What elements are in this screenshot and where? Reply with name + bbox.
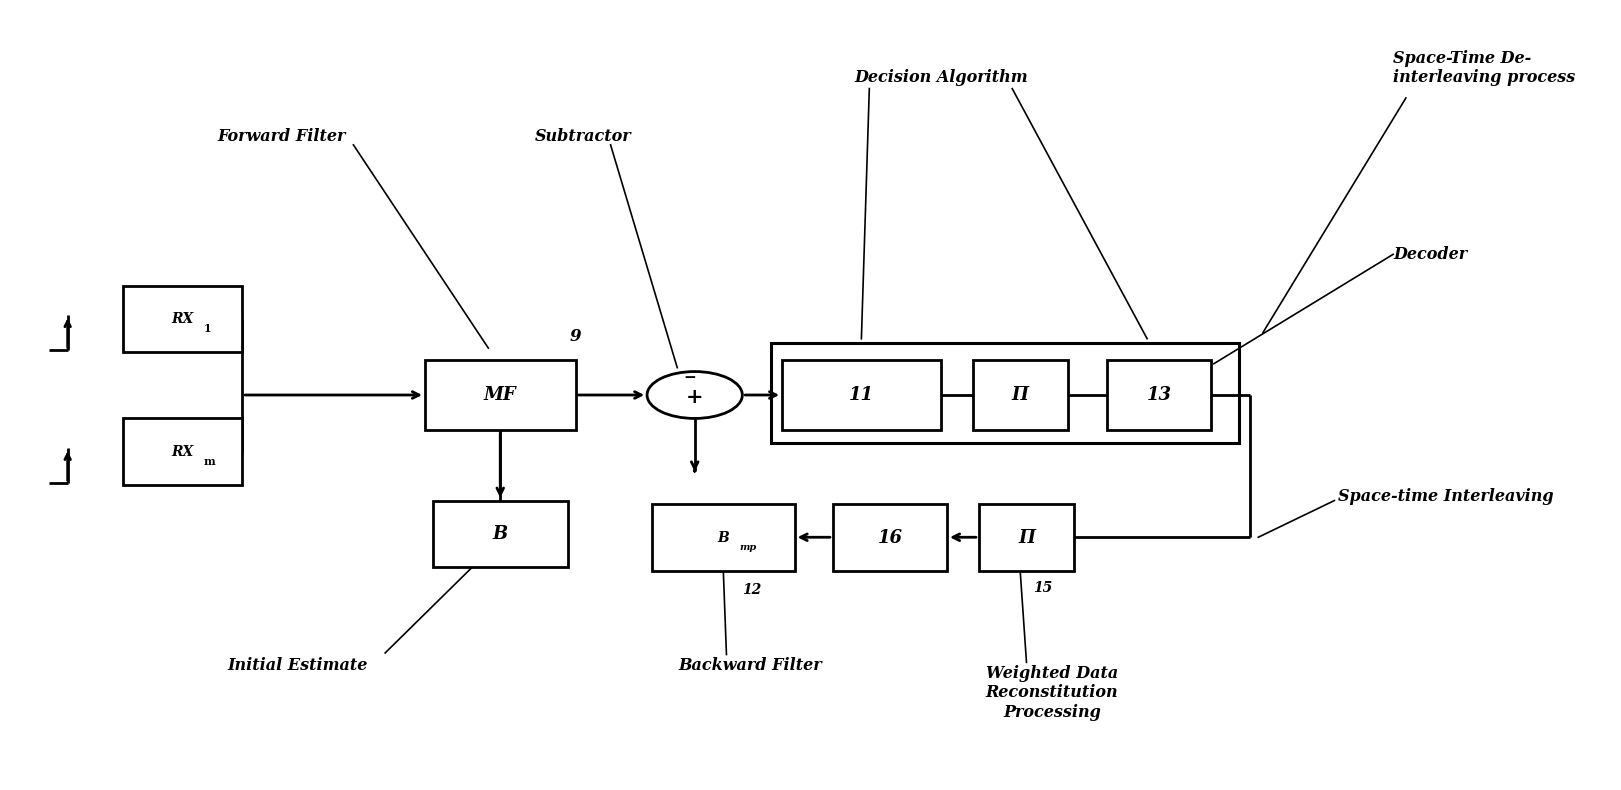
Text: Π: Π [1018, 529, 1034, 547]
Text: 13: 13 [1146, 386, 1172, 404]
Text: Π: Π [1012, 386, 1029, 404]
Text: mp: mp [739, 543, 757, 551]
Text: Space-Time De-
interleaving process: Space-Time De- interleaving process [1392, 50, 1576, 86]
Text: +: + [686, 386, 704, 407]
FancyBboxPatch shape [1107, 359, 1211, 431]
Text: 1: 1 [203, 322, 211, 333]
FancyBboxPatch shape [781, 359, 940, 431]
Circle shape [647, 371, 742, 419]
FancyBboxPatch shape [973, 359, 1068, 431]
Text: Backward Filter: Backward Filter [679, 656, 822, 674]
FancyBboxPatch shape [425, 359, 575, 431]
Text: Weighted Data
Reconstitution
Processing: Weighted Data Reconstitution Processing [986, 664, 1118, 720]
Text: B: B [493, 525, 507, 543]
Text: MF: MF [485, 386, 517, 404]
Text: Decoder: Decoder [1392, 246, 1467, 263]
Text: RX: RX [172, 312, 195, 325]
Text: Decision Algorithm: Decision Algorithm [854, 70, 1028, 86]
Text: 9: 9 [571, 328, 582, 345]
FancyBboxPatch shape [979, 505, 1075, 571]
FancyBboxPatch shape [123, 419, 242, 485]
Text: Initial Estimate: Initial Estimate [227, 656, 368, 674]
Text: 11: 11 [849, 386, 874, 404]
Text: m: m [203, 456, 216, 467]
Text: 16: 16 [877, 529, 903, 547]
FancyBboxPatch shape [433, 501, 567, 567]
Text: 15: 15 [1033, 581, 1052, 595]
FancyBboxPatch shape [123, 285, 242, 352]
Text: Space-time Interleaving: Space-time Interleaving [1337, 488, 1553, 505]
FancyBboxPatch shape [833, 505, 947, 571]
Text: 12: 12 [742, 584, 762, 597]
Text: Forward Filter: Forward Filter [217, 128, 347, 145]
Text: Subtractor: Subtractor [535, 128, 632, 145]
Text: B: B [718, 531, 729, 544]
Text: −: − [684, 371, 697, 385]
FancyBboxPatch shape [652, 505, 794, 571]
Text: RX: RX [172, 445, 195, 459]
